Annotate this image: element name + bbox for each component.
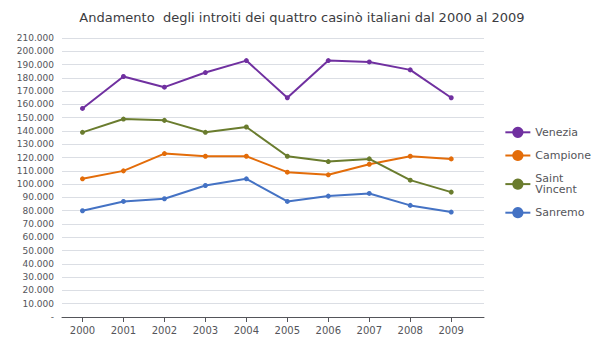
- svg-text:Andamento degli introiti dei: Andamento degli introiti dei quattro cas…: [79, 10, 524, 25]
- svg-text:Venezia: Venezia: [535, 126, 578, 139]
- svg-text:Vincent: Vincent: [535, 183, 577, 196]
- svg-text:70.000: 70.000: [23, 219, 55, 229]
- svg-text:150.000: 150.000: [17, 113, 54, 123]
- svg-text:Campione: Campione: [535, 149, 591, 162]
- svg-text:10.000: 10.000: [23, 299, 55, 309]
- svg-text:50.000: 50.000: [23, 246, 55, 256]
- svg-text:2000: 2000: [70, 325, 95, 336]
- svg-text:90.000: 90.000: [23, 192, 55, 202]
- svg-text:140.000: 140.000: [17, 126, 54, 136]
- svg-text:160.000: 160.000: [17, 99, 54, 109]
- svg-text:-: -: [51, 312, 54, 322]
- svg-text:2006: 2006: [316, 325, 341, 336]
- svg-text:20.000: 20.000: [23, 285, 55, 295]
- svg-text:110.000: 110.000: [17, 166, 54, 176]
- svg-text:40.000: 40.000: [23, 259, 55, 269]
- svg-text:2009: 2009: [438, 325, 463, 336]
- svg-text:2003: 2003: [193, 325, 218, 336]
- svg-text:2001: 2001: [111, 325, 136, 336]
- svg-text:130.000: 130.000: [17, 139, 54, 149]
- svg-text:190.000: 190.000: [17, 60, 54, 70]
- svg-text:60.000: 60.000: [23, 232, 55, 242]
- svg-text:180.000: 180.000: [17, 73, 54, 83]
- svg-text:170.000: 170.000: [17, 86, 54, 96]
- svg-text:80.000: 80.000: [23, 206, 55, 216]
- svg-text:2008: 2008: [398, 325, 423, 336]
- svg-text:Saint: Saint: [535, 172, 564, 186]
- svg-text:2007: 2007: [357, 325, 382, 336]
- svg-text:2005: 2005: [275, 325, 300, 336]
- svg-text:30.000: 30.000: [23, 272, 55, 282]
- svg-text:120.000: 120.000: [17, 153, 54, 163]
- svg-text:210.000: 210.000: [17, 33, 54, 43]
- svg-text:200.000: 200.000: [17, 46, 54, 56]
- svg-text:100.000: 100.000: [17, 179, 54, 189]
- svg-text:2002: 2002: [152, 325, 177, 336]
- svg-text:Sanremo: Sanremo: [535, 206, 584, 219]
- svg-text:2004: 2004: [234, 325, 259, 336]
